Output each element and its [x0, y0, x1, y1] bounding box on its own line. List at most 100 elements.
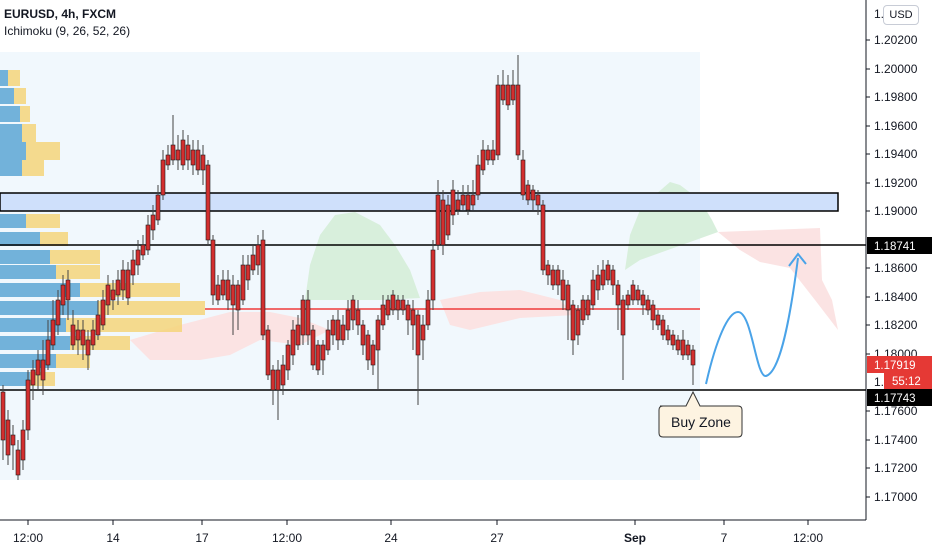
candle-body [640, 294, 646, 306]
candle-body [185, 144, 191, 161]
candle-body [410, 309, 416, 326]
candle-body [10, 434, 16, 446]
price-tick-label: 1.18400 [874, 290, 918, 304]
candle-body [545, 264, 551, 276]
candle-body [335, 319, 341, 341]
candle-body [265, 329, 271, 376]
candle-body [590, 279, 596, 306]
candle-body [220, 279, 226, 296]
candle-body [355, 309, 361, 326]
volume-profile-bar-blue [0, 283, 80, 297]
time-tick-label: 12:00 [13, 531, 43, 545]
candle-body [540, 204, 546, 271]
candle-body [625, 294, 631, 306]
candle-body [585, 299, 591, 316]
volume-profile-bar-blue [0, 336, 70, 350]
volume-profile-bar-blue [0, 106, 20, 122]
kumo-red [718, 228, 838, 330]
price-tag-current [867, 356, 932, 373]
candle-body [620, 299, 626, 336]
candle-body [150, 214, 156, 231]
candle-body [655, 314, 661, 326]
candle-body [635, 289, 641, 301]
time-tick-label: 12:00 [793, 531, 823, 545]
candle-body [105, 284, 111, 306]
candle-body [320, 344, 326, 361]
candle-body [300, 299, 306, 336]
candle-body [645, 299, 651, 311]
candle-body [290, 329, 296, 356]
candle-body [20, 429, 26, 461]
candle-body [170, 144, 176, 161]
price-tick-label: 1.17000 [874, 490, 918, 504]
candle-body [215, 284, 221, 301]
candle-body [650, 304, 656, 321]
candle-body [450, 189, 456, 216]
candle-body [535, 194, 541, 206]
candle-body [250, 254, 256, 271]
candle-body [560, 279, 566, 301]
candle-body [60, 284, 66, 306]
kumo-green [305, 212, 420, 300]
candle-body [425, 299, 431, 326]
candle-body [340, 324, 346, 341]
candle-body [75, 329, 81, 341]
candle-body [665, 329, 671, 341]
candle-body [305, 299, 311, 336]
time-tick-label: Sep [624, 531, 646, 545]
candle-body [315, 344, 321, 371]
volume-profile-bar-blue [0, 214, 26, 228]
countdown-text: 55:12 [892, 376, 921, 388]
candle-body [235, 284, 241, 311]
price-tick-label: 1.19600 [874, 119, 918, 133]
time-tick-label: 12:00 [272, 531, 302, 545]
candle-body [430, 249, 436, 301]
candle-body [580, 299, 586, 321]
candle-body [385, 299, 391, 316]
candle-body [345, 309, 351, 331]
time-tick-label: 27 [490, 531, 504, 545]
candle-body [130, 259, 136, 276]
candle-body [610, 269, 616, 286]
price-tick-label: 1.18200 [874, 318, 918, 332]
candle-body [475, 164, 481, 196]
volume-profile-bar-blue [0, 250, 50, 264]
price-tick-label: 1.17200 [874, 461, 918, 475]
candle-body [225, 279, 231, 301]
price-tick-label: 1.18600 [874, 261, 918, 275]
candle-body [260, 239, 266, 336]
candle-body [615, 284, 621, 306]
buy-zone-callout[interactable]: Buy Zone [658, 390, 743, 438]
candle-body [85, 339, 91, 356]
candle-body [375, 319, 381, 351]
candle-body [5, 419, 11, 456]
candle-body [70, 324, 76, 346]
candle-body [25, 379, 31, 431]
candle-body [255, 244, 261, 266]
volume-profile-bar-blue [0, 70, 8, 86]
candle-body [480, 149, 486, 171]
candle-body [690, 349, 696, 366]
price-tick-label: 1.17600 [874, 404, 918, 418]
candle-body [110, 289, 116, 301]
resistance-zone [0, 192, 839, 212]
price-tick-partial: 1. [874, 7, 884, 21]
candle-body [360, 324, 366, 346]
candle-body [405, 304, 411, 321]
arrow-head-icon [788, 252, 807, 267]
candle-body [160, 159, 166, 196]
candle-body [175, 149, 181, 161]
candle-body [510, 84, 516, 101]
candle-body [210, 239, 216, 296]
candle-body [165, 154, 171, 166]
candle-body [680, 339, 686, 356]
candle-body [455, 199, 461, 211]
candle-body [270, 369, 276, 391]
candle-body [515, 84, 521, 156]
candle-body [190, 149, 196, 166]
candle-body [685, 344, 691, 356]
price-tag-level-1 [867, 237, 932, 254]
time-tick-label: 24 [384, 531, 398, 545]
currency-button[interactable]: USD [883, 5, 919, 25]
